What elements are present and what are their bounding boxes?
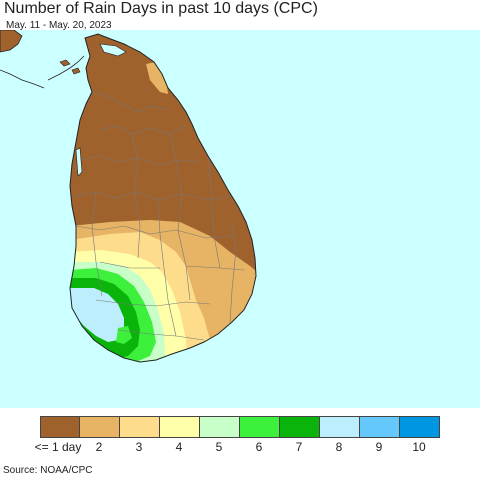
map-title: Number of Rain Days in past 10 days (CPC… — [4, 0, 318, 17]
legend-swatch — [360, 416, 400, 438]
legend-colorbar — [40, 416, 440, 438]
legend-swatch — [240, 416, 280, 438]
zone-2-northeast — [146, 62, 168, 94]
legend-label: 7 — [295, 440, 303, 454]
jaffna-lagoon — [99, 43, 127, 57]
legend-label: 9 — [375, 440, 383, 454]
date-range: May. 11 - May. 20, 2023 — [6, 20, 112, 31]
legend-label: 4 — [175, 440, 183, 454]
legend-swatch — [40, 416, 80, 438]
sri-lanka-coastline — [69, 33, 257, 363]
legend-swatch — [80, 416, 120, 438]
puttalam-lagoon — [75, 147, 83, 177]
legend-label: 8 — [335, 440, 343, 454]
source-credit: Source: NOAA/CPC — [3, 465, 93, 476]
legend-swatch — [160, 416, 200, 438]
legend-label: 10 — [412, 440, 426, 454]
district-borders — [73, 91, 245, 341]
legend-label: 2 — [95, 440, 103, 454]
zone-8 — [70, 288, 124, 342]
legend-label: 5 — [215, 440, 223, 454]
legend-swatch — [200, 416, 240, 438]
rain-days-map — [0, 30, 480, 408]
legend-label: 3 — [135, 440, 143, 454]
india-landmass — [0, 30, 23, 53]
legend-label: <= 1 day — [34, 440, 82, 454]
legend-swatch — [120, 416, 160, 438]
legend-swatch — [320, 416, 360, 438]
legend-label: 6 — [255, 440, 263, 454]
legend-swatch — [400, 416, 440, 438]
legend-swatch — [280, 416, 320, 438]
adams-bridge — [59, 59, 81, 75]
india-coast — [0, 55, 85, 89]
